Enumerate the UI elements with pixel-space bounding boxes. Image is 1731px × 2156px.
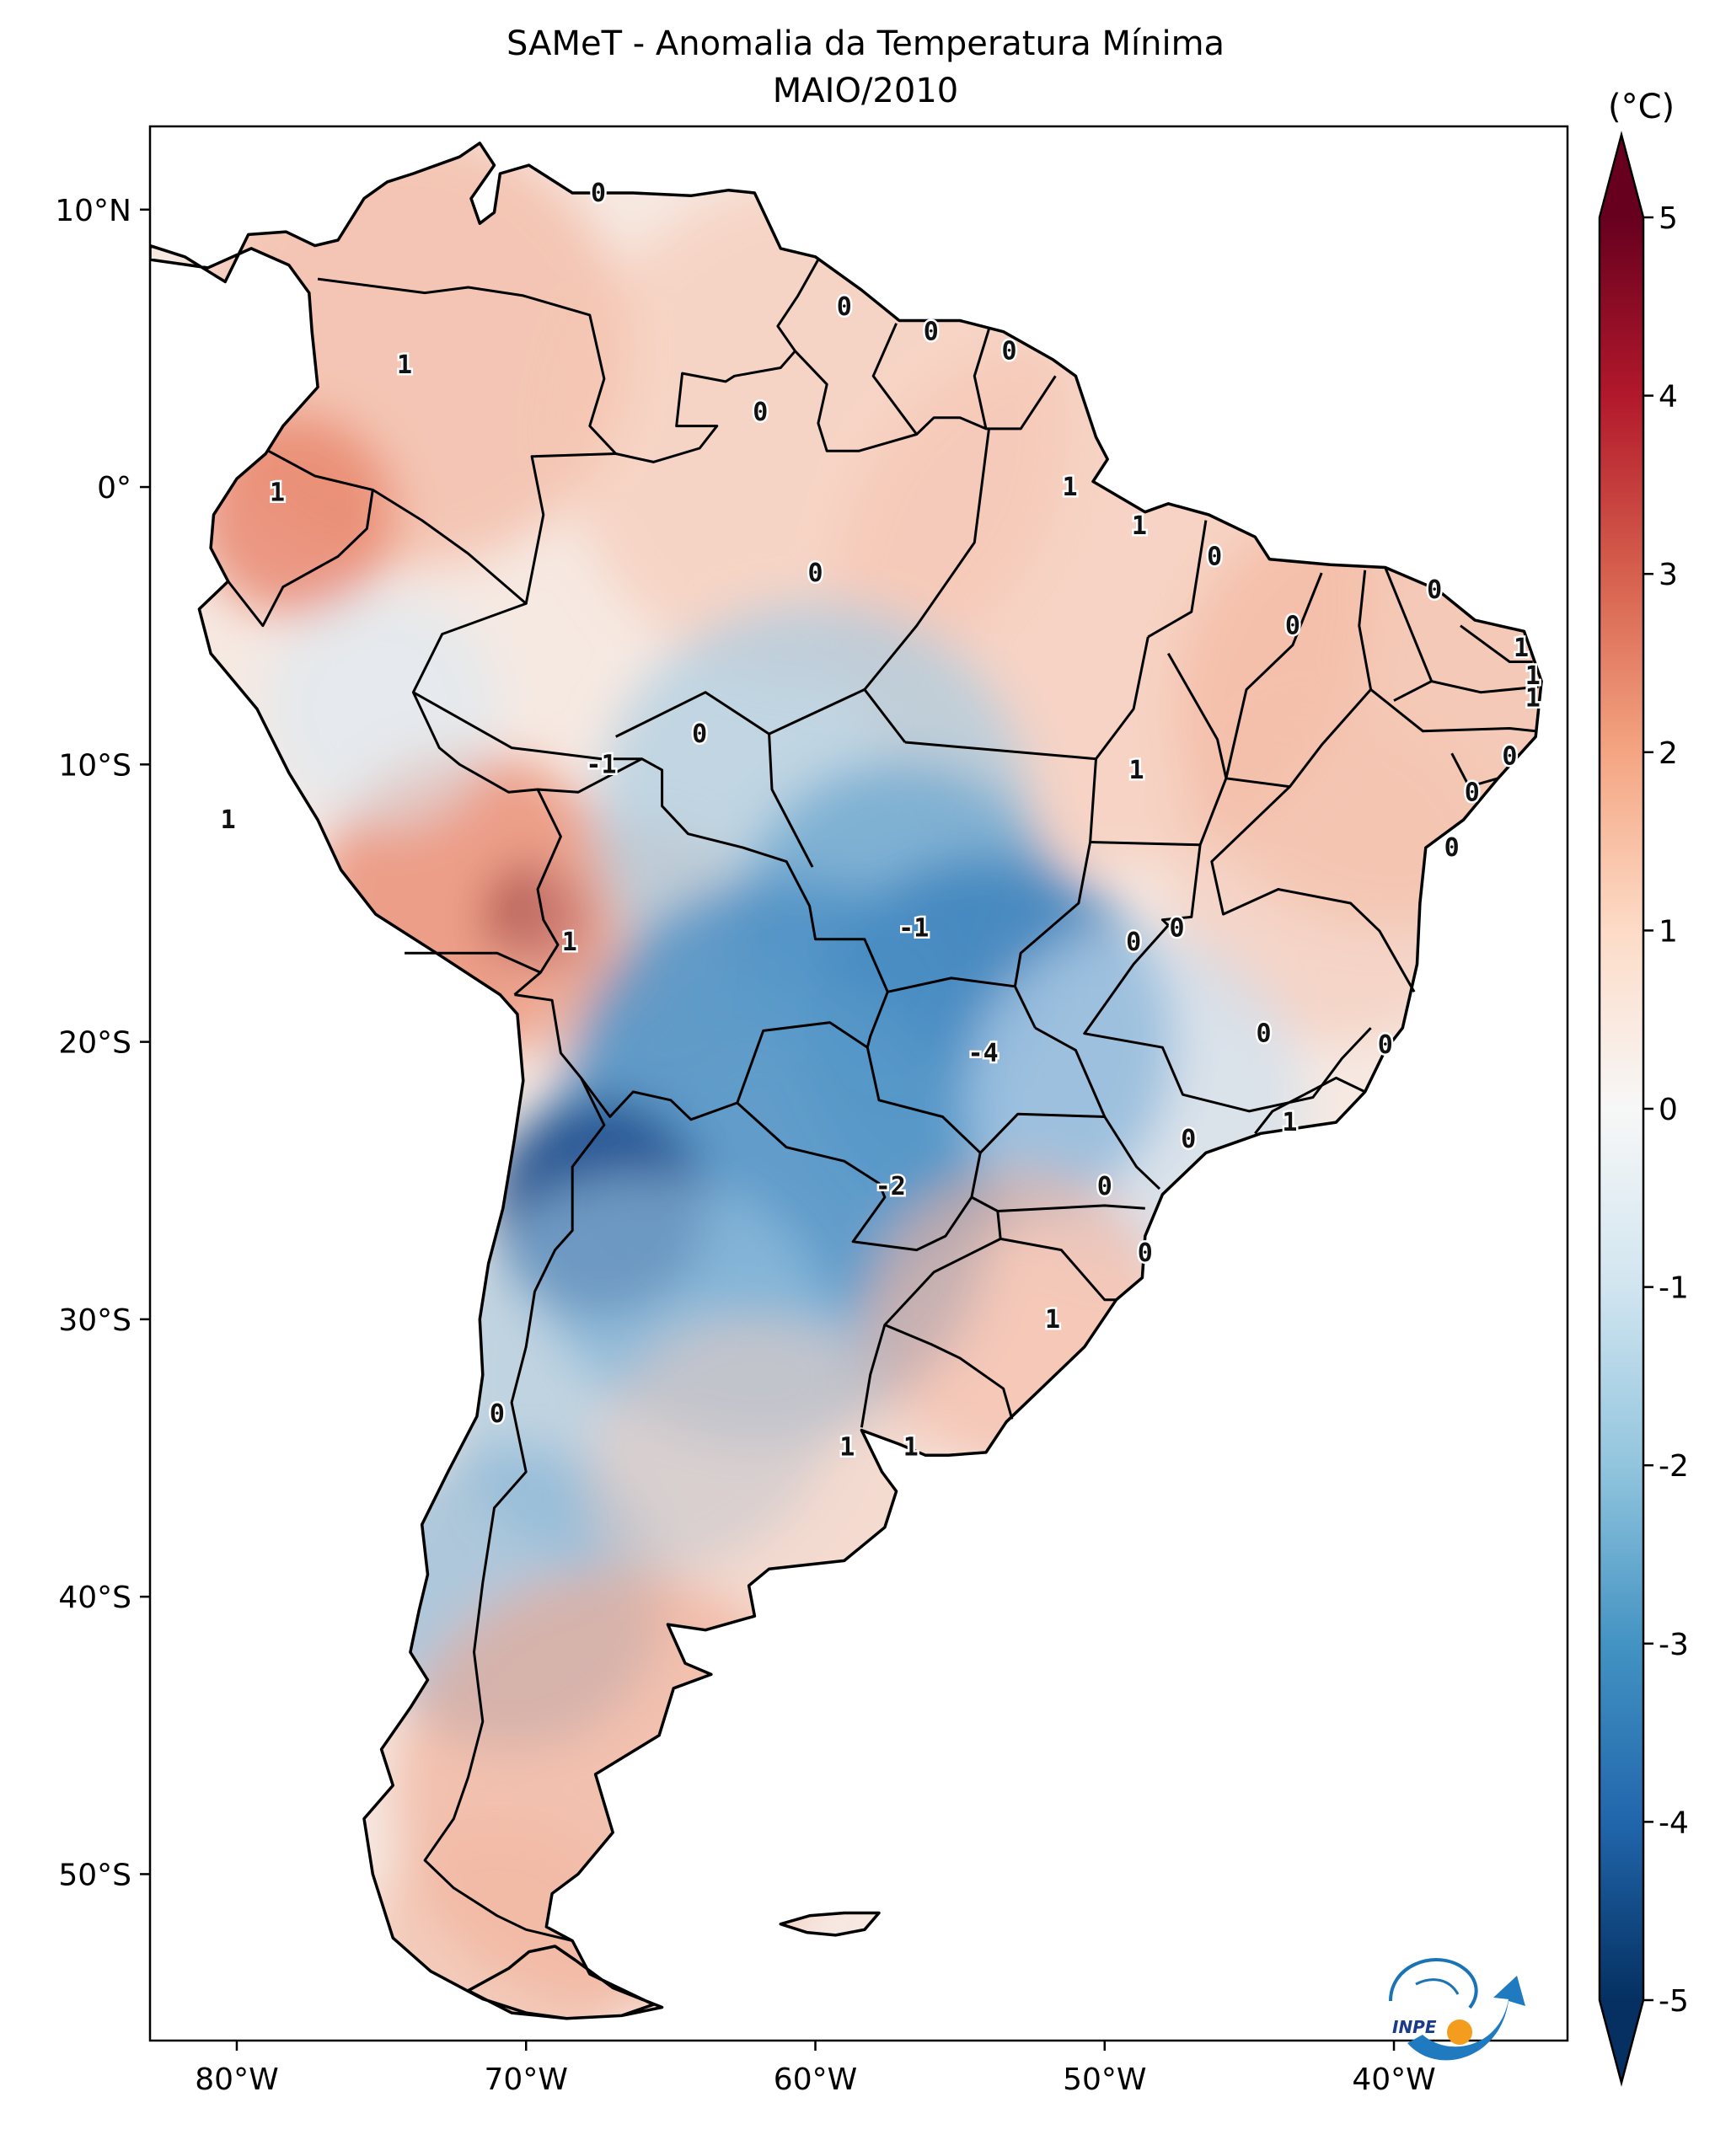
contour-label: 1 xyxy=(1045,1305,1060,1335)
map-frame xyxy=(148,125,1569,2042)
contour-label: 1 xyxy=(1282,1108,1297,1137)
contour-label: 1 xyxy=(1063,473,1078,502)
longitude-tick-label: 40°W xyxy=(1352,2062,1435,2097)
colorbar: -5 -4 -3 -2 -1 0 1 2 3 4 5 xyxy=(1598,131,1689,2087)
contour-label: 0 xyxy=(837,292,852,322)
contour-label: -1 xyxy=(586,750,616,779)
inpe-logo-text: INPE xyxy=(1392,2017,1437,2037)
contour-label: 0 xyxy=(1170,914,1185,944)
contour-label: 0 xyxy=(1285,612,1300,641)
chart-subtitle: MAIO/2010 xyxy=(772,72,959,110)
longitude-tick-label: 60°W xyxy=(774,2062,857,2097)
latitude-tick-label: 0° xyxy=(97,471,131,506)
colorbar-tick-label: 4 xyxy=(1659,380,1678,415)
contour-label: 0 xyxy=(692,720,707,749)
longitude-tick-label: 80°W xyxy=(195,2062,278,2097)
colorbar-tick-label: -3 xyxy=(1659,1628,1689,1662)
political-borders xyxy=(227,259,1539,1942)
contour-label: 0 xyxy=(924,318,939,347)
contour-label: 0 xyxy=(1207,542,1222,571)
latitude-tick-label: 10°N xyxy=(55,194,131,228)
latitude-tick-label: 30°S xyxy=(58,1303,131,1338)
contour-label: 0 xyxy=(753,398,768,427)
contour-label: 0 xyxy=(1378,1030,1393,1060)
colorbar-tick-label: -4 xyxy=(1659,1806,1689,1840)
contour-label: 0 xyxy=(591,179,606,208)
contour-label: 1 xyxy=(397,350,412,380)
longitude-tick-label: 70°W xyxy=(485,2062,568,2097)
contour-label: 1 xyxy=(1525,683,1541,713)
colorbar-tick-label: 2 xyxy=(1659,736,1678,771)
contour-label: 0 xyxy=(1126,928,1141,957)
longitude-axis: 80°W 70°W 60°W 50°W 40°W xyxy=(195,2041,1436,2097)
contour-label: 1 xyxy=(1129,756,1144,785)
colorbar-tick-label: 3 xyxy=(1659,558,1678,592)
longitude-tick-label: 50°W xyxy=(1063,2062,1146,2097)
contour-label: 0 xyxy=(1097,1172,1112,1201)
contour-label: 0 xyxy=(1138,1238,1153,1268)
contour-label: 0 xyxy=(1502,741,1517,771)
colorbar-tick-label: -5 xyxy=(1659,1984,1689,2019)
latitude-tick-label: 40°S xyxy=(58,1581,131,1615)
colorbar-tick-label: 5 xyxy=(1659,201,1678,236)
contour-label: 1 xyxy=(1525,661,1541,691)
contour-label: 1 xyxy=(1514,634,1529,663)
contour-label: 0 xyxy=(1001,337,1016,366)
latitude-axis: 10°N 0° 10°S 20°S 30°S 40°S 50°S xyxy=(55,194,150,1892)
latitude-tick-label: 50°S xyxy=(58,1858,131,1892)
contour-label: 1 xyxy=(221,805,236,835)
latitude-tick-label: 20°S xyxy=(58,1026,131,1061)
contour-label: 0 xyxy=(1427,575,1442,605)
contour-label: -1 xyxy=(898,914,929,944)
contour-label: 1 xyxy=(562,928,577,957)
contour-label: -4 xyxy=(968,1039,999,1068)
contour-label: 1 xyxy=(903,1432,919,1462)
contour-label: 0 xyxy=(1444,833,1460,863)
latitude-tick-label: 10°S xyxy=(58,748,131,783)
contour-label: 1 xyxy=(839,1432,855,1462)
coastline xyxy=(150,142,1543,2020)
colorbar-min-extend xyxy=(1600,2000,1643,2083)
contour-label: 0 xyxy=(1181,1125,1196,1154)
contour-label: 0 xyxy=(807,559,823,588)
colorbar-tick-label: -2 xyxy=(1659,1449,1689,1484)
contour-label: 1 xyxy=(270,479,285,508)
contour-label: 0 xyxy=(1465,778,1480,807)
colorbar-scale xyxy=(1600,217,1643,2000)
chart-title: SAMeT - Anomalia da Temperatura Mínima xyxy=(506,24,1225,63)
contour-label: 1 xyxy=(1132,511,1147,541)
contour-label: -2 xyxy=(876,1172,906,1201)
colorbar-units: (°C) xyxy=(1608,88,1675,126)
colorbar-tick-label: -1 xyxy=(1659,1271,1689,1306)
colorbar-tick-label: 1 xyxy=(1659,914,1678,949)
contour-label: 0 xyxy=(1257,1019,1272,1049)
inpe-logo: INPE xyxy=(1389,1958,1525,2061)
colorbar-max-extend xyxy=(1600,135,1643,217)
colorbar-tick-label: 0 xyxy=(1659,1093,1678,1127)
contour-label: 0 xyxy=(490,1399,505,1429)
